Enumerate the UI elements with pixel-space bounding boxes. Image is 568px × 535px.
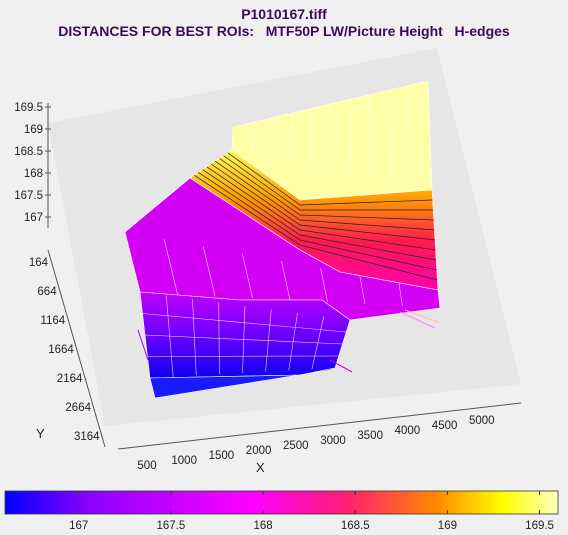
- x-tick-label: 3500: [357, 430, 383, 442]
- front-low-plateau: [149, 367, 336, 399]
- x-tick-label: 1500: [209, 450, 235, 462]
- x-tick-label: 1000: [171, 455, 197, 467]
- z-tick-label: 168.5: [14, 146, 43, 158]
- chart-subtitle: DISTANCES FOR BEST ROIs: MTF50P LW/Pictu…: [58, 23, 510, 39]
- x-tick-label: 5000: [469, 415, 495, 427]
- x-tick-label: 4500: [432, 420, 458, 432]
- surface-mesh: [124, 80, 441, 399]
- y-tick-label: 2164: [57, 373, 83, 385]
- y-tick-label: 1664: [48, 344, 74, 356]
- y-tick-label: 1164: [40, 315, 65, 327]
- y-tick-label: 664: [37, 286, 57, 298]
- z-tick-label: 169: [24, 124, 43, 136]
- colorbar-tick-label: 167: [69, 520, 88, 532]
- x-tick-label: 2500: [283, 440, 309, 452]
- colorbar-tick-label: 168: [253, 520, 272, 532]
- x-tick-labels: 500 1000 1500 2000 2500 3000 3500 4000 4500 5000: [137, 415, 494, 472]
- x-tick-label: 3000: [320, 435, 346, 447]
- chart-title: P1010167.tiff: [241, 6, 327, 22]
- z-tick-labels: 169.5 169 168.5 168 167.5 167: [14, 102, 51, 224]
- x-axis-label: X: [256, 460, 265, 475]
- y-tick-label: 3164: [74, 431, 100, 443]
- colorbar-tick-label: 167.5: [157, 520, 186, 532]
- x-axis-line: [117, 402, 522, 450]
- x-tick-label: 2000: [246, 445, 272, 457]
- y-tick-labels: 164 664 1164 1664 2164 2664 3164: [29, 257, 100, 443]
- x-tick-label: 4000: [395, 425, 421, 437]
- z-tick-label: 168: [24, 168, 43, 180]
- y-axis-line: [47, 249, 106, 448]
- y-tick-label: 164: [29, 257, 49, 269]
- colorbar-tick-label: 168.5: [341, 520, 370, 532]
- colorbar-tick-label: 169: [438, 520, 457, 532]
- front-slope: [139, 291, 351, 379]
- z-tick-label: 167: [24, 212, 43, 224]
- colorbar-tick-labels: 167 167.5 168 168.5 169 169.5: [69, 491, 554, 532]
- y-tick-label: 2664: [65, 402, 91, 414]
- colorbar-tick-label: 169.5: [525, 520, 554, 532]
- z-tick-label: 167.5: [14, 190, 43, 202]
- x-tick-label: 500: [137, 460, 156, 472]
- z-tick-label: 169.5: [14, 102, 43, 114]
- y-axis-label: Y: [36, 426, 45, 441]
- colorbar: [4, 490, 559, 515]
